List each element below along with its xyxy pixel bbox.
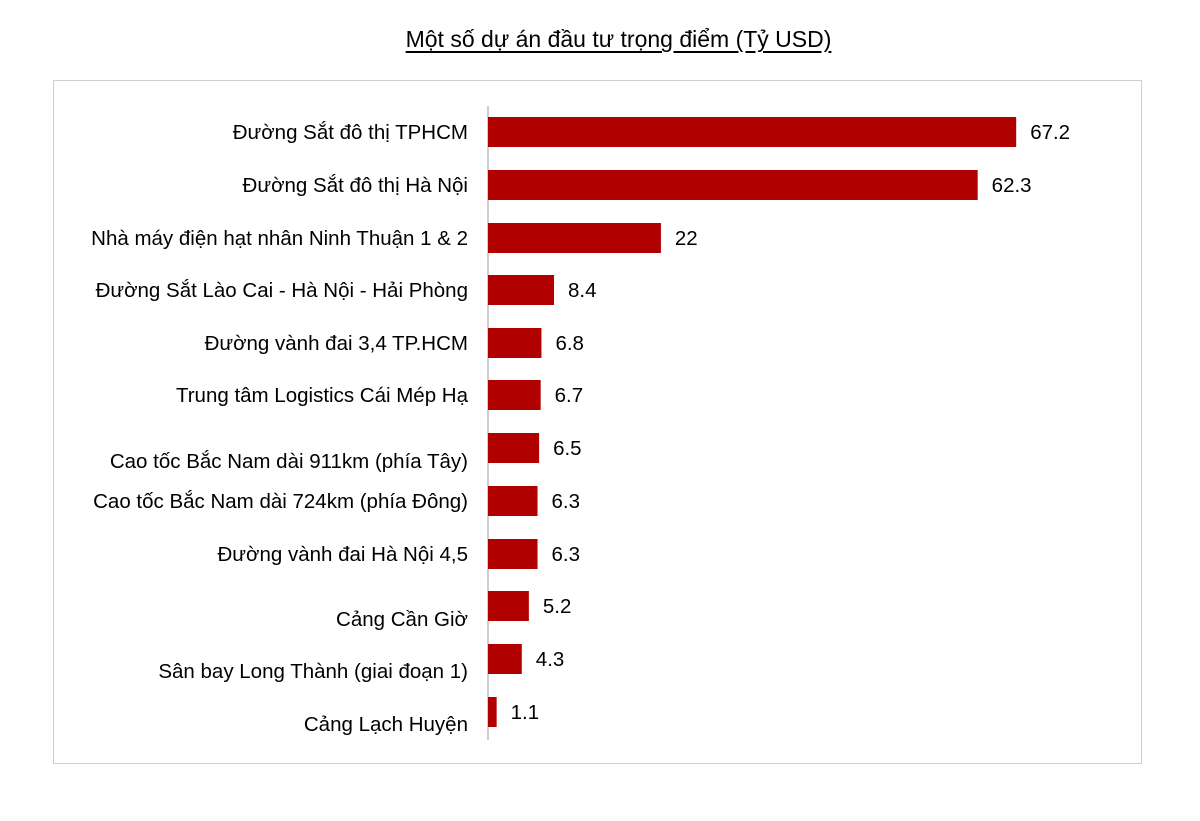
bar <box>488 117 1017 147</box>
data-label: 1.1 <box>511 701 540 724</box>
bar <box>488 223 661 253</box>
category-label: Đường Sắt Lào Cai - Hà Nội - Hải Phòng <box>96 279 468 302</box>
data-label: 6.5 <box>553 437 582 460</box>
bar <box>488 697 497 727</box>
category-label: Cảng Cần Giờ <box>336 608 468 631</box>
chart-frame <box>53 80 1142 764</box>
data-label: 62.3 <box>992 174 1032 197</box>
category-label: Cao tốc Bắc Nam dài 911km (phía Tây) <box>110 450 468 473</box>
category-label: Sân bay Long Thành (giai đoạn 1) <box>158 660 468 683</box>
bar <box>488 591 529 621</box>
data-label: 67.2 <box>1030 121 1070 144</box>
category-label: Đường Sắt đô thị TPHCM <box>233 121 468 144</box>
data-label: 4.3 <box>536 648 565 671</box>
category-label: Đường vành đai Hà Nội 4,5 <box>217 543 468 566</box>
bar <box>488 275 555 305</box>
data-label: 5.2 <box>543 595 572 618</box>
bar <box>488 170 978 200</box>
bar <box>488 433 540 463</box>
bar <box>488 644 522 674</box>
data-label: 6.3 <box>552 543 581 566</box>
category-label: Đường Sắt đô thị Hà Nội <box>243 174 468 197</box>
data-label: 22 <box>675 227 698 250</box>
data-label: 8.4 <box>568 279 597 302</box>
data-label: 6.8 <box>555 332 584 355</box>
data-label: 6.7 <box>555 384 584 407</box>
category-label: Cao tốc Bắc Nam dài 724km (phía Đông) <box>93 490 468 513</box>
bar <box>488 486 538 516</box>
bar <box>488 539 538 569</box>
bar <box>488 380 541 410</box>
data-label: 6.3 <box>552 490 581 513</box>
category-label: Đường vành đai 3,4 TP.HCM <box>205 332 468 355</box>
category-label: Nhà máy điện hạt nhân Ninh Thuận 1 & 2 <box>91 227 468 250</box>
category-label: Trung tâm Logistics Cái Mép Hạ <box>176 384 469 407</box>
chart-title: Một số dự án đầu tư trọng điểm (Tỷ USD) <box>405 26 832 52</box>
bar <box>488 328 542 358</box>
category-label: Cảng Lạch Huyện <box>304 713 468 736</box>
